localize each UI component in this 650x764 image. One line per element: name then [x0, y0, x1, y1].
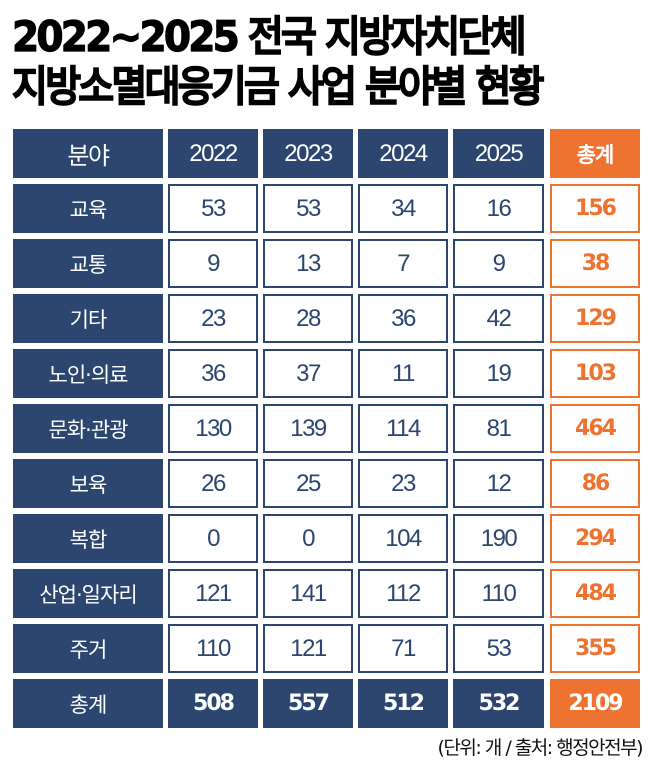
value-cell: 141 — [263, 569, 353, 618]
summary-value-cell: 508 — [168, 679, 258, 728]
table-summary-row: 총계 508 557 512 532 2109 — [13, 679, 640, 728]
value-cell: 114 — [358, 404, 448, 453]
value-cell: 112 — [358, 569, 448, 618]
table-row: 노인·의료 36 37 11 19 103 — [13, 349, 640, 398]
column-header: 2023 — [263, 129, 353, 178]
row-label: 교통 — [13, 239, 163, 288]
summary-value-cell: 512 — [358, 679, 448, 728]
row-total-cell: 464 — [550, 404, 640, 453]
value-cell: 9 — [168, 239, 258, 288]
summary-value-cell: 532 — [453, 679, 544, 728]
table-row: 산업·일자리 121 141 112 110 484 — [13, 569, 640, 618]
value-cell: 25 — [263, 459, 353, 508]
table-row: 문화·관광 130 139 114 81 464 — [13, 404, 640, 453]
value-cell: 130 — [168, 404, 258, 453]
value-cell: 121 — [168, 569, 258, 618]
row-total-cell: 355 — [550, 624, 640, 673]
value-cell: 0 — [263, 514, 353, 563]
summary-value-cell: 557 — [263, 679, 353, 728]
row-total-cell: 129 — [550, 294, 640, 343]
value-cell: 13 — [263, 239, 353, 288]
value-cell: 34 — [358, 184, 448, 233]
value-cell: 110 — [453, 569, 544, 618]
row-label: 보육 — [13, 459, 163, 508]
value-cell: 71 — [358, 624, 448, 673]
value-cell: 53 — [453, 624, 544, 673]
column-header: 2022 — [168, 129, 258, 178]
row-label: 문화·관광 — [13, 404, 163, 453]
value-cell: 9 — [453, 239, 544, 288]
value-cell: 121 — [263, 624, 353, 673]
row-label: 노인·의료 — [13, 349, 163, 398]
value-cell: 110 — [168, 624, 258, 673]
row-label: 기타 — [13, 294, 163, 343]
value-cell: 0 — [168, 514, 258, 563]
value-cell: 139 — [263, 404, 353, 453]
grand-total-cell: 2109 — [550, 679, 640, 728]
value-cell: 37 — [263, 349, 353, 398]
table-row: 교통 9 13 7 9 38 — [13, 239, 640, 288]
row-total-cell: 103 — [550, 349, 640, 398]
value-cell: 11 — [358, 349, 448, 398]
row-label: 교육 — [13, 184, 163, 233]
value-cell: 190 — [453, 514, 544, 563]
value-cell: 23 — [358, 459, 448, 508]
table-row: 기타 23 28 36 42 129 — [13, 294, 640, 343]
table-row: 보육 26 25 23 12 86 — [13, 459, 640, 508]
table-row: 교육 53 53 34 16 156 — [13, 184, 640, 233]
row-total-cell: 294 — [550, 514, 640, 563]
column-header: 총계 — [550, 129, 640, 178]
title-line-1: 2022~2025 전국 지방자치단체 — [11, 11, 527, 61]
value-cell: 81 — [453, 404, 544, 453]
value-cell: 36 — [168, 349, 258, 398]
table-header-row: 분야 2022 2023 2024 2025 총계 — [13, 129, 640, 178]
row-total-cell: 156 — [550, 184, 640, 233]
row-total-cell: 86 — [550, 459, 640, 508]
column-header: 분야 — [13, 129, 163, 178]
value-cell: 53 — [263, 184, 353, 233]
value-cell: 42 — [453, 294, 544, 343]
value-cell: 16 — [453, 184, 544, 233]
value-cell: 23 — [168, 294, 258, 343]
summary-label: 총계 — [13, 679, 163, 728]
value-cell: 12 — [453, 459, 544, 508]
row-label: 주거 — [13, 624, 163, 673]
row-total-cell: 38 — [550, 239, 640, 288]
title-line-2: 지방소멸대응기금 사업 분야별 현황 — [11, 61, 545, 111]
value-cell: 104 — [358, 514, 448, 563]
row-total-cell: 484 — [550, 569, 640, 618]
value-cell: 7 — [358, 239, 448, 288]
source-note: (단위: 개 / 출처: 행정안전부) — [437, 737, 644, 759]
row-label: 복합 — [13, 514, 163, 563]
value-cell: 19 — [453, 349, 544, 398]
column-header: 2025 — [453, 129, 544, 178]
table-row: 주거 110 121 71 53 355 — [13, 624, 640, 673]
value-cell: 53 — [168, 184, 258, 233]
table-row: 복합 0 0 104 190 294 — [13, 514, 640, 563]
value-cell: 26 — [168, 459, 258, 508]
value-cell: 36 — [358, 294, 448, 343]
row-label: 산업·일자리 — [13, 569, 163, 618]
page-title: 2022~2025 전국 지방자치단체 지방소멸대응기금 사업 분야별 현황 — [11, 11, 607, 112]
column-header: 2024 — [358, 129, 448, 178]
value-cell: 28 — [263, 294, 353, 343]
